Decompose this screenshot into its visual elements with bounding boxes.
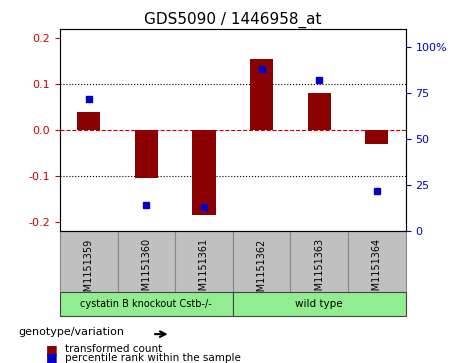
Text: transformed count: transformed count [65, 344, 162, 354]
Text: GSM1151360: GSM1151360 [142, 238, 151, 303]
Text: genotype/variation: genotype/variation [18, 327, 124, 337]
Text: GSM1151364: GSM1151364 [372, 238, 382, 303]
Title: GDS5090 / 1446958_at: GDS5090 / 1446958_at [144, 12, 322, 28]
Text: percentile rank within the sample: percentile rank within the sample [65, 352, 241, 363]
Bar [308, 93, 331, 130]
Bar [250, 59, 273, 130]
Text: GSM1151361: GSM1151361 [199, 238, 209, 303]
Text: ■: ■ [46, 343, 58, 356]
Bar [365, 130, 388, 144]
Bar [77, 112, 100, 130]
FancyBboxPatch shape [233, 231, 290, 291]
Text: GSM1151363: GSM1151363 [314, 238, 324, 303]
FancyBboxPatch shape [233, 291, 406, 316]
Text: cystatin B knockout Cstb-/-: cystatin B knockout Cstb-/- [81, 299, 212, 309]
Text: ■: ■ [46, 351, 58, 363]
Text: GSM1151359: GSM1151359 [84, 238, 94, 303]
FancyBboxPatch shape [118, 231, 175, 291]
FancyBboxPatch shape [348, 231, 406, 291]
FancyBboxPatch shape [60, 291, 233, 316]
FancyBboxPatch shape [175, 231, 233, 291]
Text: wild type: wild type [296, 299, 343, 309]
Bar [193, 130, 216, 215]
FancyBboxPatch shape [60, 231, 118, 291]
Bar [135, 130, 158, 178]
Text: GSM1151362: GSM1151362 [257, 238, 266, 303]
FancyBboxPatch shape [290, 231, 348, 291]
